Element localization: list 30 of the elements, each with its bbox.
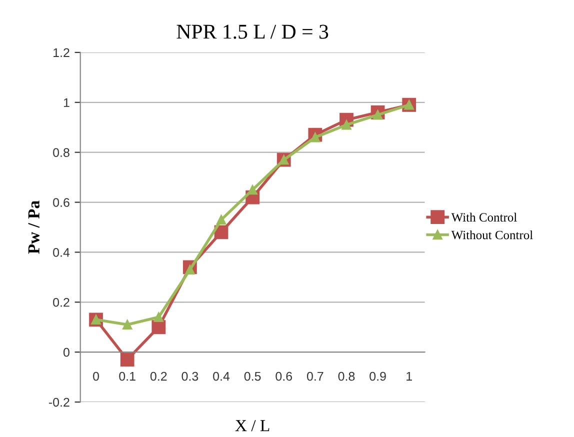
y-tick-label: 1.2	[54, 48, 70, 57]
x-tick-label: 0	[93, 372, 99, 381]
y-tick-label: 0.4	[53, 248, 70, 257]
x-tick-label: 0.8	[338, 372, 355, 381]
point	[154, 312, 164, 322]
legend-label: With Control	[451, 212, 517, 222]
point	[248, 184, 258, 195]
point	[152, 320, 166, 334]
point	[120, 352, 134, 367]
x-tick-label: 0.2	[150, 372, 167, 381]
legend-label: Without Control	[451, 230, 533, 240]
x-tick-label: 0.6	[276, 372, 292, 381]
y-tick-label: -0.2	[48, 398, 70, 407]
y-axis-title: Pw / Pa	[28, 200, 40, 254]
y-tick-label: 0.2	[53, 298, 70, 307]
y-tick-label: 1	[64, 98, 70, 107]
y-tick-label: 0.6	[53, 198, 70, 207]
y-tick-label: 0	[63, 348, 70, 357]
x-tick-label: 0.1	[119, 372, 136, 381]
x-tick-label: 1	[406, 372, 412, 381]
x-tick-label: 0.7	[306, 372, 324, 381]
y-tick-label: 0.8	[53, 148, 70, 157]
x-tick-label: 0.4	[213, 372, 230, 381]
x-axis-title: X / L	[235, 420, 270, 432]
x-tick-label: 0.9	[370, 372, 386, 381]
point	[122, 320, 132, 330]
point	[216, 214, 226, 225]
chart-title: NPR 1.5 L / D = 3	[176, 24, 328, 39]
x-tick-label: 0.5	[244, 372, 261, 381]
x-tick-label: 0.3	[182, 372, 198, 381]
